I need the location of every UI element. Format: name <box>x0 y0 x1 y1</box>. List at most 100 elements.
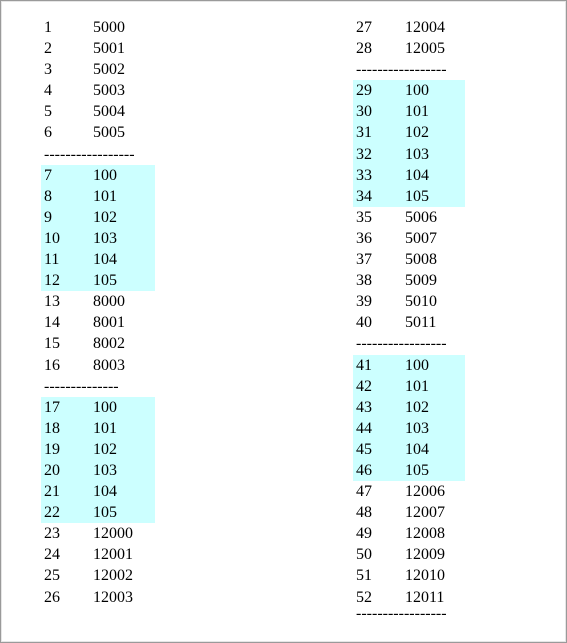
row-number: 27 <box>356 19 372 36</box>
row-number: 52 <box>356 588 372 606</box>
row-value: 101 <box>93 419 117 437</box>
row-value: 12010 <box>405 567 445 585</box>
highlighted-list-row: 41 100 <box>353 354 465 376</box>
row-value: 100 <box>93 398 117 416</box>
separator-line: ----------------- <box>44 145 135 163</box>
row-value: 5011 <box>405 314 437 332</box>
row-number: 13 <box>44 293 60 311</box>
row-number: 48 <box>356 504 372 522</box>
row-number: 9 <box>44 208 52 226</box>
highlighted-list-row: 8 101 <box>41 185 155 207</box>
list-row: 38 5009 <box>353 270 465 291</box>
list-row: 4 5003 <box>41 80 155 101</box>
row-value: 105 <box>405 461 429 479</box>
highlighted-list-row: 44 103 <box>353 417 465 439</box>
row-number: 7 <box>44 166 52 184</box>
row-value: 104 <box>405 166 429 184</box>
separator-line: -------------- <box>44 377 119 395</box>
row-value: 8001 <box>93 314 125 332</box>
row-number: 49 <box>356 525 372 543</box>
highlighted-list-row: 43 102 <box>353 396 465 418</box>
list-row: 36 5007 <box>353 228 465 249</box>
row-value: 12009 <box>405 546 445 564</box>
list-row: 28 12005 <box>353 38 465 59</box>
row-value: 105 <box>405 187 429 205</box>
highlighted-list-row: 19 102 <box>41 438 155 460</box>
row-number: 37 <box>356 251 372 269</box>
row-value: 12003 <box>93 588 133 606</box>
row-value: 8000 <box>93 293 125 311</box>
row-number: 41 <box>356 356 372 374</box>
row-value: 5002 <box>93 61 125 79</box>
highlighted-list-row: 17 100 <box>41 396 155 418</box>
row-value: 101 <box>405 103 429 121</box>
row-number: 6 <box>44 124 52 142</box>
row-number: 11 <box>44 251 60 269</box>
highlighted-list-row: 18 101 <box>41 417 155 439</box>
separator-line: ----------------- <box>356 61 447 79</box>
highlighted-list-row: 42 101 <box>353 375 465 397</box>
row-number: 2 <box>44 40 52 58</box>
separator-line: ----------------- <box>356 335 447 353</box>
row-value: 103 <box>93 229 117 247</box>
list-row: 23 12000 <box>41 523 155 544</box>
row-value: 12001 <box>93 546 133 564</box>
row-value: 12006 <box>405 483 445 501</box>
row-number: 10 <box>44 229 60 247</box>
row-value: 12002 <box>93 567 133 585</box>
list-row: 14 8001 <box>41 312 155 333</box>
row-value: 103 <box>405 145 429 163</box>
row-number: 46 <box>356 461 372 479</box>
list-row: 48 12007 <box>353 502 465 523</box>
highlighted-list-row: 22 105 <box>41 502 155 524</box>
row-number: 47 <box>356 483 372 501</box>
list-row: 13 8000 <box>41 291 155 312</box>
row-number: 1 <box>44 19 52 36</box>
row-number: 8 <box>44 187 52 205</box>
list-row: 25 12002 <box>41 565 155 586</box>
row-value: 101 <box>93 187 117 205</box>
row-number: 39 <box>356 293 372 311</box>
row-number: 3 <box>44 61 52 79</box>
row-number: 12 <box>44 272 60 290</box>
row-value: 8003 <box>93 356 125 374</box>
list-row: 52 12011 <box>353 587 465 608</box>
row-value: 12011 <box>405 588 445 606</box>
row-number: 45 <box>356 440 372 458</box>
row-value: 105 <box>93 504 117 522</box>
row-value: 102 <box>93 208 117 226</box>
list-row: 3 5002 <box>41 59 155 80</box>
row-value: 103 <box>405 419 429 437</box>
row-value: 100 <box>93 166 117 184</box>
row-value: 103 <box>93 461 117 479</box>
row-number: 34 <box>356 187 372 205</box>
row-value: 12000 <box>93 525 133 543</box>
highlighted-list-row: 33 104 <box>353 164 465 186</box>
row-number: 21 <box>44 483 60 501</box>
highlighted-list-row: 9 102 <box>41 206 155 228</box>
row-number: 42 <box>356 377 372 395</box>
highlighted-list-row: 11 104 <box>41 249 155 271</box>
row-value: 104 <box>405 440 429 458</box>
row-number: 19 <box>44 440 60 458</box>
row-value: 5006 <box>405 208 437 226</box>
row-value: 5003 <box>93 82 125 100</box>
row-value: 105 <box>93 272 117 290</box>
list-row: 1 5000 <box>41 17 155 38</box>
row-number: 22 <box>44 504 60 522</box>
row-value: 5005 <box>93 124 125 142</box>
row-number: 4 <box>44 82 52 100</box>
row-number: 23 <box>44 525 60 543</box>
highlighted-list-row: 10 103 <box>41 227 155 250</box>
highlighted-list-row: 30 101 <box>353 101 465 123</box>
highlighted-list-row: 32 103 <box>353 143 465 165</box>
list-row: 6 5005 <box>41 122 155 143</box>
row-value: 12004 <box>405 19 445 36</box>
list-row: 16 8003 <box>41 355 155 376</box>
list-row: 5 5004 <box>41 101 155 122</box>
list-row: 39 5010 <box>353 291 465 312</box>
row-value: 8002 <box>93 335 125 353</box>
row-value: 12007 <box>405 504 445 522</box>
row-number: 16 <box>44 356 60 374</box>
row-value: 5001 <box>93 40 125 58</box>
